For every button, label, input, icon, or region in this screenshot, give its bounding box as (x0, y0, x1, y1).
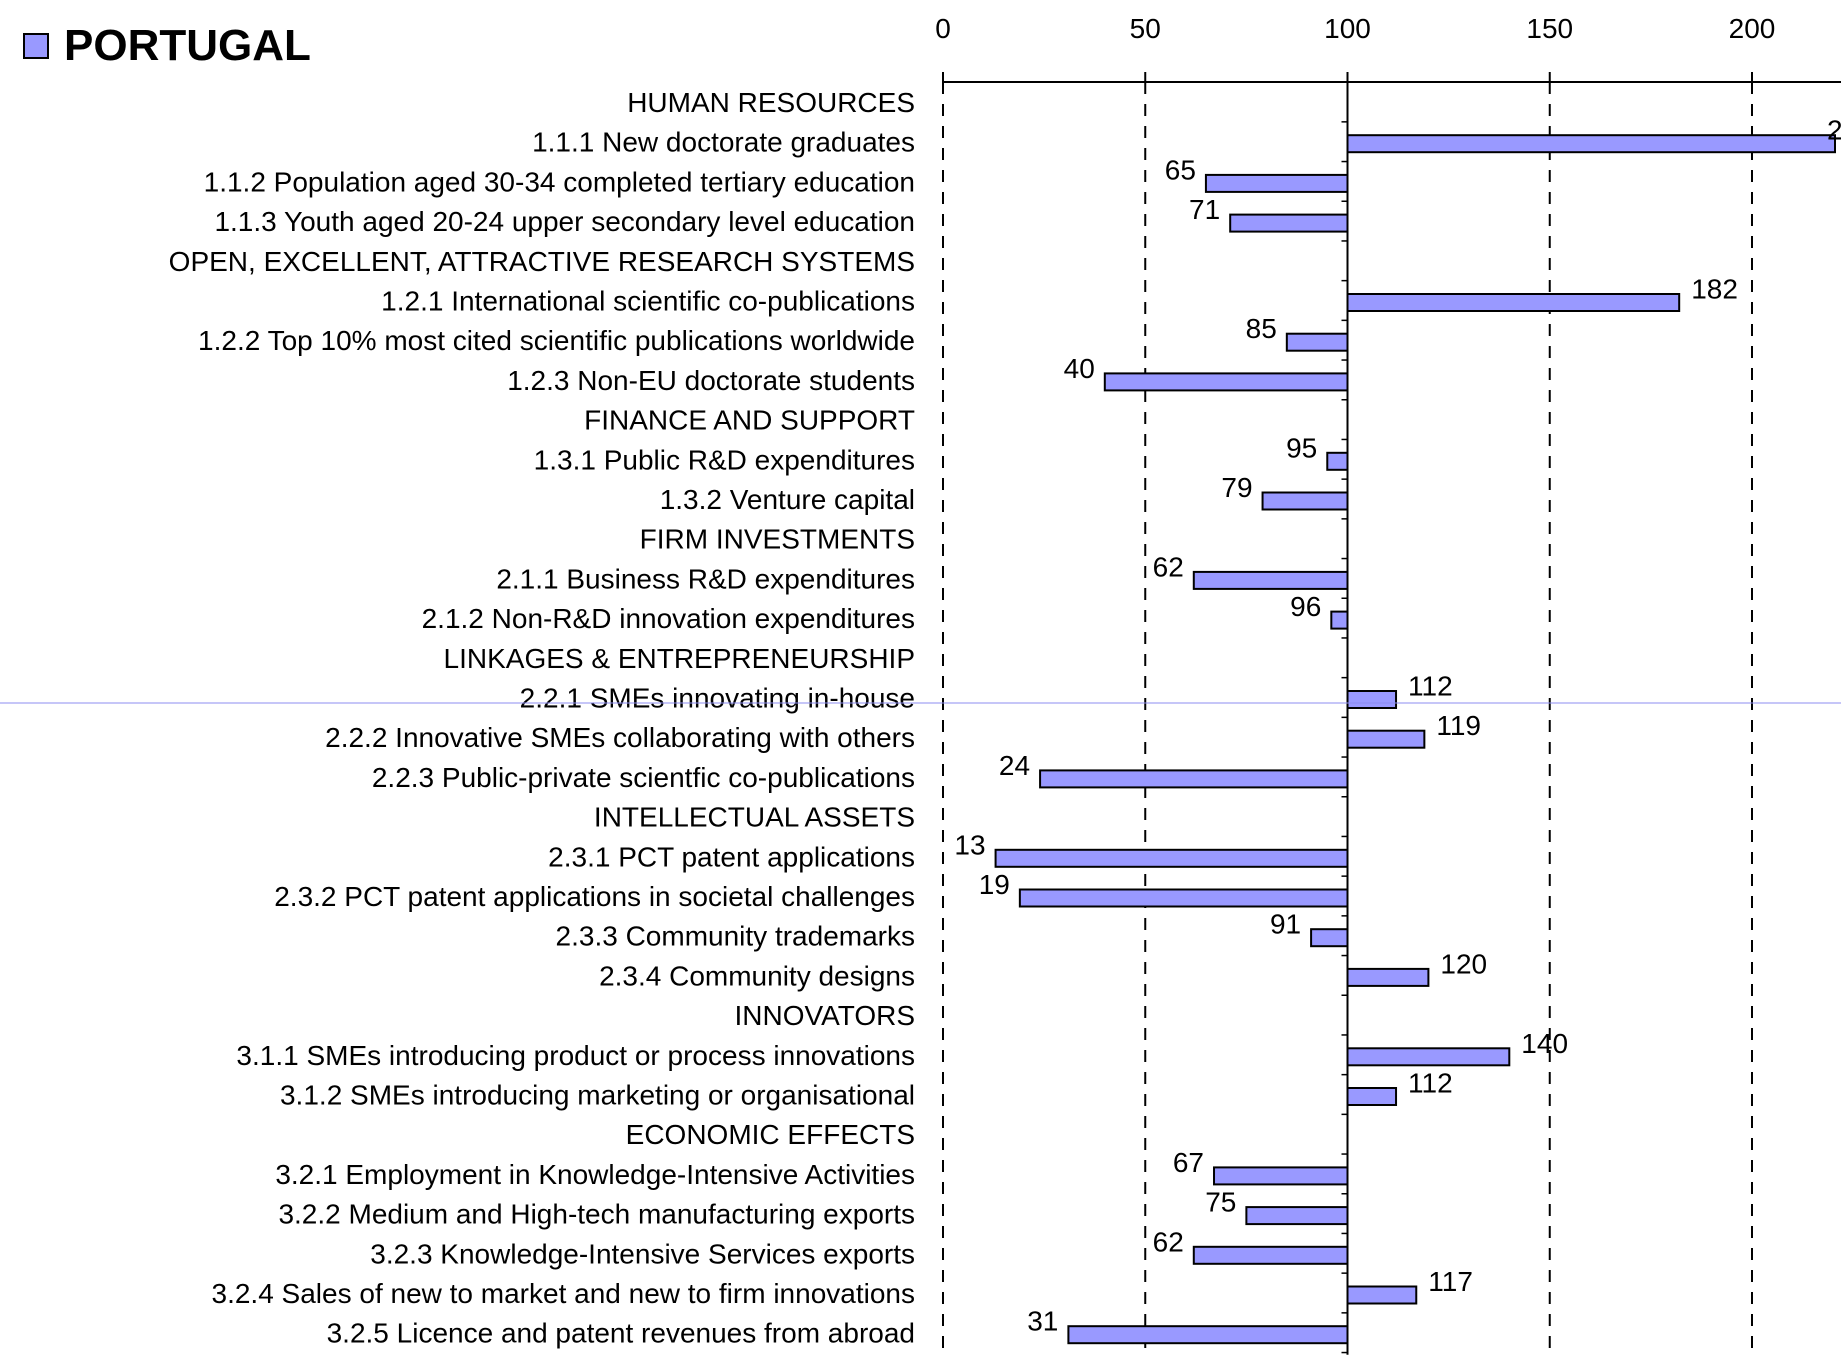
value-label: 40 (1064, 353, 1095, 384)
legend: PORTUGAL (23, 21, 311, 70)
category-label: 1.3.1 Public R&D expenditures (534, 444, 915, 475)
value-label: 96 (1290, 591, 1321, 622)
bar (1245, 1206, 1349, 1226)
x-tick-label: 150 (1526, 13, 1573, 44)
category-label: 1.1.2 Population aged 30-34 completed te… (204, 166, 915, 197)
bar (1103, 372, 1349, 392)
value-label: 62 (1153, 551, 1184, 582)
category-label: 1.1.1 New doctorate graduates (532, 127, 915, 158)
bar (1261, 491, 1349, 511)
category-label: 1.2.2 Top 10% most cited scientific publ… (198, 325, 915, 356)
category-label: 1.2.1 International scientific co-public… (381, 286, 915, 317)
category-label: 2.2.2 Innovative SMEs collaborating with… (325, 722, 915, 753)
bar (1346, 729, 1426, 749)
category-label: 1.1.3 Youth aged 20-24 upper secondary l… (214, 206, 915, 237)
value-label: 24 (999, 750, 1030, 781)
value-label: 112 (1408, 1068, 1453, 1099)
value-label: 75 (1205, 1187, 1236, 1218)
value-label: 117 (1428, 1266, 1473, 1297)
gridlines (942, 82, 1753, 1355)
category-label: 2.3.4 Community designs (599, 960, 915, 991)
value-label: 13 (954, 829, 985, 860)
group-header-label: INNOVATORS (735, 1000, 915, 1031)
x-tick-label: 100 (1324, 13, 1371, 44)
bar (1346, 1047, 1511, 1067)
value-label: 119 (1436, 710, 1481, 741)
value-label: 19 (979, 869, 1010, 900)
value-label: 85 (1246, 313, 1277, 344)
x-tick-label: 50 (1130, 13, 1161, 44)
x-tick-label: 0 (935, 13, 951, 44)
group-header-label: FINANCE AND SUPPORT (584, 405, 915, 436)
bar (1346, 134, 1836, 154)
category-label: 2.1.1 Business R&D expenditures (496, 563, 915, 594)
bar (1330, 610, 1349, 630)
legend-swatch (23, 33, 49, 59)
value-label: 120 (1440, 948, 1487, 979)
group-header-label: OPEN, EXCELLENT, ATTRACTIVE RESEARCH SYS… (169, 246, 915, 277)
bar (1346, 1285, 1418, 1305)
category-label: 2.3.1 PCT patent applications (548, 841, 915, 872)
bar (1192, 1245, 1349, 1265)
bar (1018, 888, 1349, 908)
category-label: 3.2.1 Employment in Knowledge-Intensive … (275, 1159, 915, 1190)
bar (994, 848, 1349, 868)
value-label: 182 (1691, 274, 1738, 305)
legend-label: PORTUGAL (64, 21, 311, 70)
category-label: 3.2.2 Medium and High-tech manufacturing… (278, 1199, 915, 1230)
bar (1229, 213, 1349, 233)
category-label: 1.3.2 Venture capital (660, 484, 915, 515)
category-label: 3.2.4 Sales of new to market and new to … (212, 1278, 916, 1309)
value-label: 79 (1221, 472, 1252, 503)
bar (1346, 1087, 1398, 1106)
group-header-label: INTELLECTUAL ASSETS (594, 802, 915, 833)
category-label: 3.1.2 SMEs introducing marketing or orga… (280, 1080, 915, 1111)
group-header-label: FIRM INVESTMENTS (640, 524, 915, 555)
bar (1285, 332, 1349, 352)
value-label: 71 (1189, 194, 1220, 225)
bar (1346, 690, 1398, 709)
value-label: 91 (1270, 909, 1301, 940)
bar (1204, 173, 1349, 193)
bar (1346, 967, 1430, 987)
category-label: 2.3.3 Community trademarks (556, 921, 915, 952)
category-labels: HUMAN RESOURCES 1.1.1 New doctorate gradu… (169, 87, 915, 1349)
group-header-label: ECONOMIC EFFECTS (626, 1119, 915, 1150)
bar (1213, 1166, 1349, 1186)
value-label: 140 (1521, 1028, 1568, 1059)
x-tick-label: 200 (1729, 13, 1776, 44)
value-labels: 2 65 71 182 85 40 95 79 62 96 112 119 24 13 19 91 120 140… (954, 115, 1841, 1337)
category-label: 2.1.2 Non-R&D innovation expenditures (422, 603, 915, 634)
group-header-label: HUMAN RESOURCES (627, 87, 915, 118)
x-tick-labels: 0 50 100 150 200 (935, 13, 1775, 44)
category-label: 2.2.1 SMEs innovating in-house (520, 683, 915, 714)
value-label: 95 (1286, 432, 1317, 463)
category-label: 1.2.3 Non-EU doctorate students (507, 365, 915, 396)
value-label: 62 (1153, 1226, 1184, 1257)
bar (1346, 293, 1681, 312)
axes (942, 72, 1841, 1355)
category-label: 2.2.3 Public-private scientfic co-public… (372, 762, 915, 793)
bars (994, 134, 1836, 1345)
category-label: 3.1.1 SMEs introducing product or proces… (236, 1040, 915, 1071)
value-label: 65 (1165, 154, 1196, 185)
category-label: 2.3.2 PCT patent applications in societa… (274, 881, 915, 912)
group-header-label: LINKAGES & ENTREPRENEURSHIP (444, 643, 915, 674)
bar (1326, 451, 1349, 471)
bar (1310, 928, 1349, 948)
value-label: 31 (1027, 1306, 1058, 1337)
category-label: 3.2.3 Knowledge-Intensive Services expor… (370, 1238, 915, 1269)
bar (1039, 769, 1349, 789)
bar (1067, 1325, 1349, 1345)
value-label: 67 (1173, 1147, 1204, 1178)
value-label: 112 (1408, 671, 1453, 702)
bar (1192, 570, 1349, 590)
category-label: 3.2.5 Licence and patent revenues from a… (327, 1318, 915, 1349)
value-label: 2 (1827, 115, 1841, 146)
